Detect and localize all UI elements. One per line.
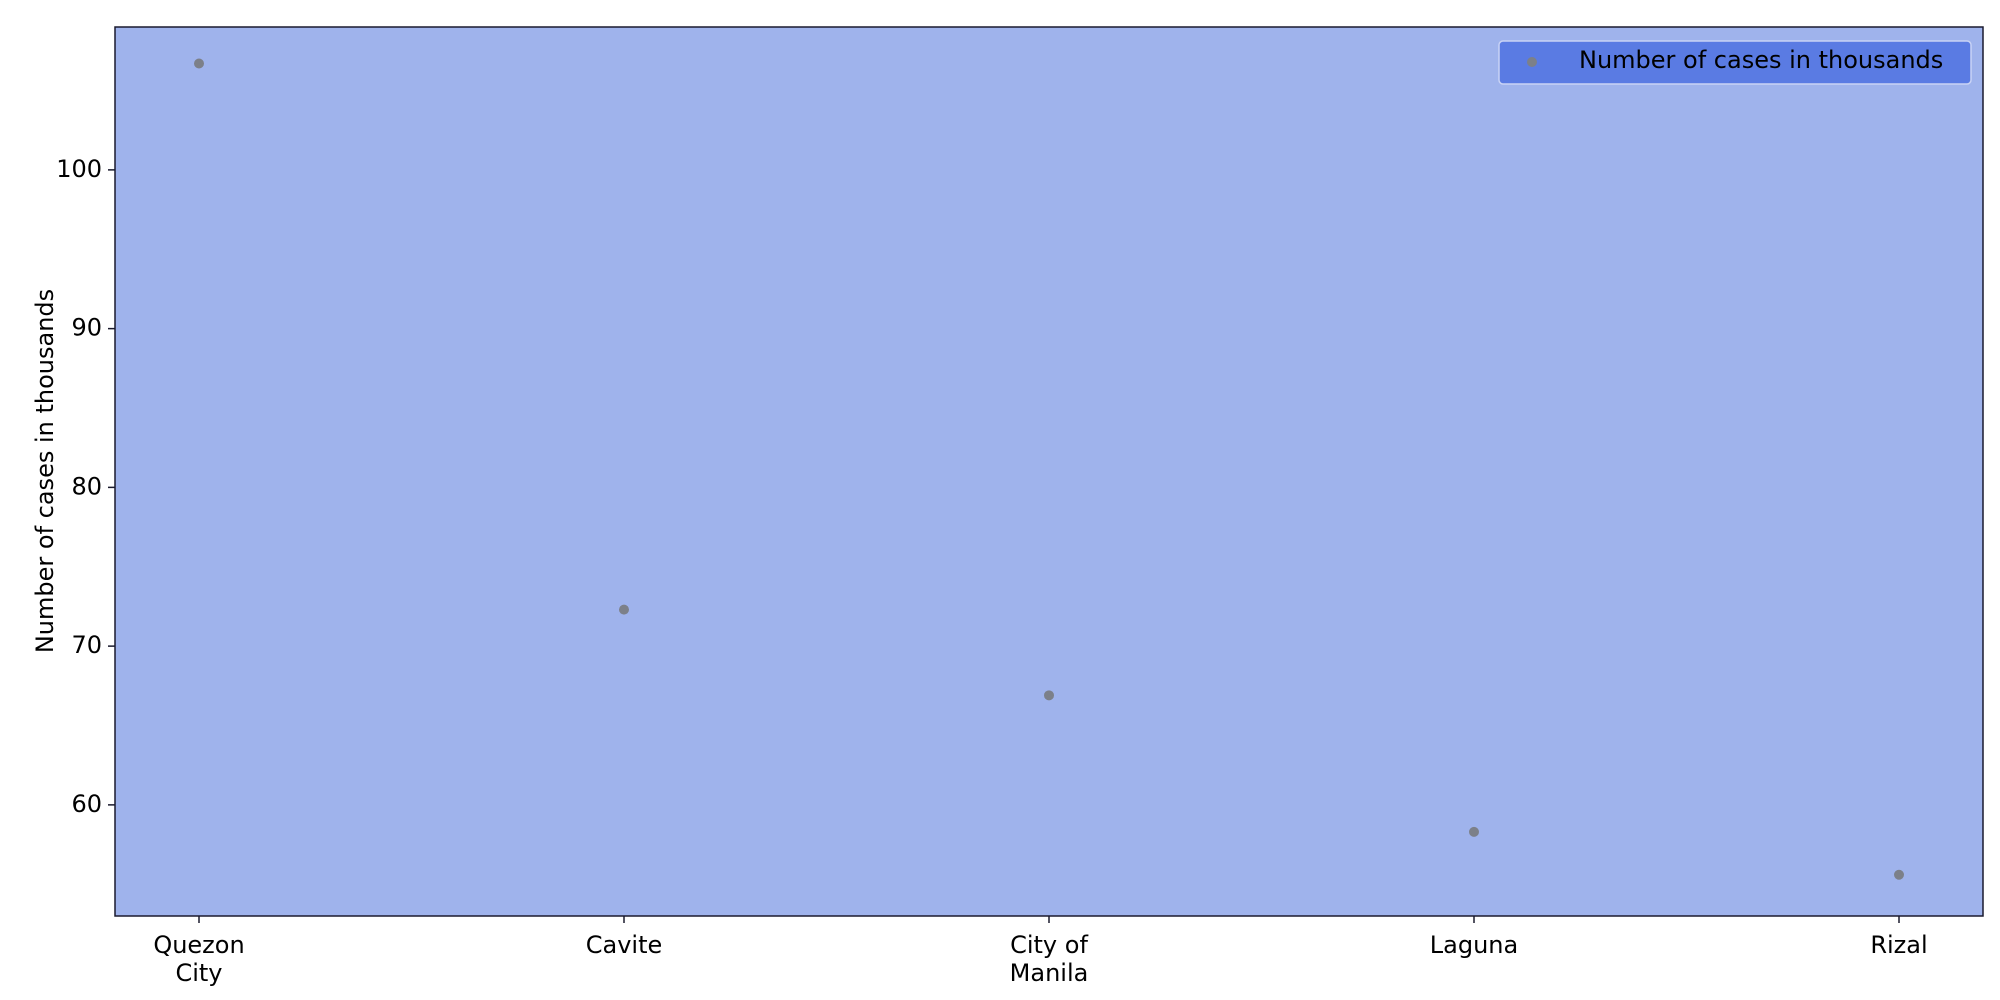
- data-point: [1894, 869, 1904, 880]
- y-tick-label: 90: [71, 314, 102, 342]
- x-tick-label: Cavite: [586, 931, 663, 959]
- y-tick-label: 70: [71, 631, 102, 659]
- legend-box: [1498, 40, 1972, 85]
- x-axis: Quezon City Cavite City of Manila Laguna Rizal: [153, 916, 1928, 987]
- x-tick-label: Quezon City: [153, 931, 244, 987]
- legend-marker: [1527, 57, 1537, 67]
- y-tick-label: 80: [71, 472, 102, 500]
- y-axis: 60 70 80 90 100: [56, 155, 115, 818]
- x-tick-label: City of Manila: [1010, 931, 1089, 987]
- y-tick-label: 60: [71, 790, 102, 818]
- plot-area: [114, 26, 1984, 917]
- y-tick-label: 100: [56, 155, 102, 183]
- data-point: [619, 604, 629, 615]
- legend: Number of cases in thousands: [1498, 40, 1972, 85]
- x-tick-label: Rizal: [1870, 931, 1927, 959]
- data-point: [194, 58, 204, 69]
- data-points: [194, 58, 1904, 880]
- y-axis-label: Number of cases in thousands: [31, 289, 59, 653]
- data-point: [1044, 690, 1054, 701]
- legend-label: Number of cases in thousands: [1579, 46, 1943, 74]
- x-tick-label: Laguna: [1430, 931, 1518, 959]
- data-point: [1469, 826, 1479, 837]
